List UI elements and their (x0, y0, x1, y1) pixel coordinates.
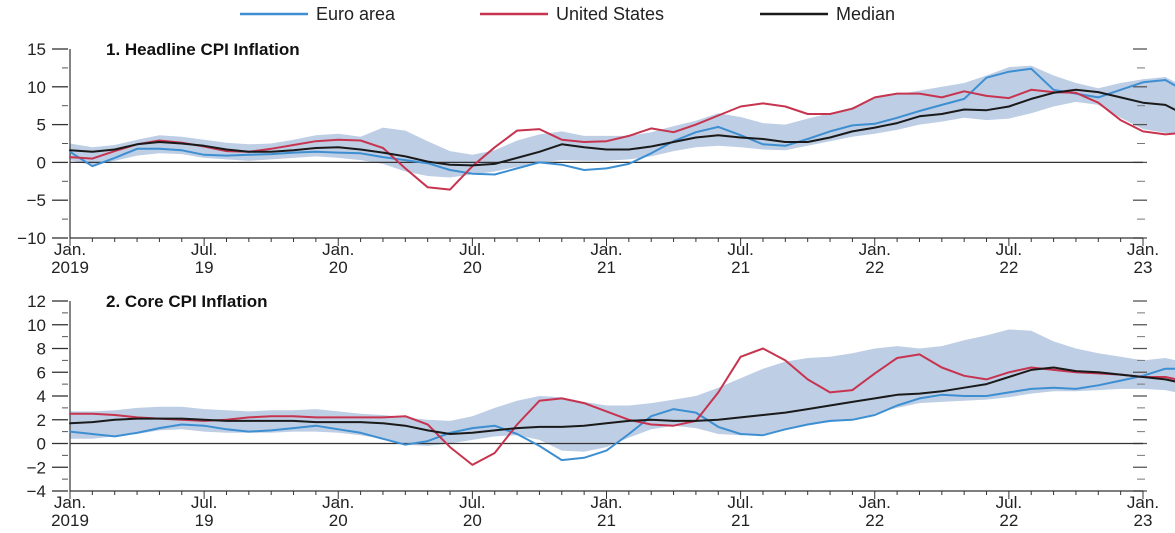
x-tick-label-year: 20 (329, 258, 348, 277)
x-tick-label-month: Jan. (54, 240, 86, 259)
legend: Euro area United States Median (240, 4, 895, 24)
y-tick-label: −5 (27, 191, 46, 210)
x-tick-label-year: 22 (999, 511, 1018, 530)
range-band (70, 65, 1175, 178)
x-tick-label-month: Jul. (996, 240, 1022, 259)
x-tick-label-month: Jan. (322, 240, 354, 259)
legend-label-2: Median (836, 4, 895, 24)
y-tick-label: 0 (37, 153, 46, 172)
panel-title: 2. Core CPI Inflation (106, 292, 268, 311)
x-tick-label-month: Jul. (191, 240, 217, 259)
x-tick-label-year: 19 (195, 258, 214, 277)
range-band (70, 329, 1175, 452)
x-tick-label-year: 2019 (51, 258, 89, 277)
x-tick-label-month: Jan. (54, 493, 86, 512)
x-tick-label-month: Jan. (590, 493, 622, 512)
x-tick-label-month: Jul. (459, 240, 485, 259)
panel-title: 1. Headline CPI Inflation (106, 40, 300, 59)
x-tick-label-year: 23 (1134, 258, 1153, 277)
x-tick-label-month: Jan. (1127, 493, 1159, 512)
x-tick-label-year: 21 (731, 511, 750, 530)
y-tick-label: −2 (27, 458, 46, 477)
y-tick-label: 12 (27, 292, 46, 311)
y-tick-label: 15 (27, 40, 46, 59)
x-tick-label-year: 21 (597, 258, 616, 277)
y-tick-label: 2 (37, 411, 46, 430)
x-tick-label-month: Jan. (322, 493, 354, 512)
x-tick-label-year: 22 (999, 258, 1018, 277)
y-tick-label: 4 (37, 387, 46, 406)
y-tick-label: 5 (37, 116, 46, 135)
y-tick-label: −4 (27, 482, 46, 501)
series-line-united-states (69, 347, 1175, 466)
y-tick-label: 10 (27, 316, 46, 335)
x-tick-label-month: Jul. (727, 493, 753, 512)
x-tick-label-year: 21 (731, 258, 750, 277)
x-tick-label-month: Jan. (859, 493, 891, 512)
series-line-euro-area (69, 67, 1175, 176)
x-tick-label-year: 23 (1134, 511, 1153, 530)
legend-label-0: Euro area (316, 4, 396, 24)
x-tick-label-year: 20 (463, 258, 482, 277)
x-tick-label-year: 21 (597, 511, 616, 530)
series-line-median (69, 366, 1175, 435)
y-tick-label: 0 (37, 435, 46, 454)
x-tick-label-month: Jul. (459, 493, 485, 512)
x-tick-label-month: Jan. (859, 240, 891, 259)
x-tick-label-year: 2019 (51, 511, 89, 530)
x-tick-label-year: 20 (329, 511, 348, 530)
x-tick-label-year: 20 (463, 511, 482, 530)
y-tick-label: 8 (37, 340, 46, 359)
legend-label-1: United States (556, 4, 664, 24)
series-line-median (69, 88, 1175, 167)
x-tick-label-month: Jan. (1127, 240, 1159, 259)
core-cpi-panel: −4−2024681012Jan.2019Jul.19Jan.20Jul.20J… (27, 292, 1175, 530)
series-line-euro-area (69, 367, 1175, 462)
x-tick-label-month: Jul. (191, 493, 217, 512)
x-tick-label-year: 22 (865, 511, 884, 530)
x-tick-label-year: 22 (865, 258, 884, 277)
x-tick-label-month: Jan. (590, 240, 622, 259)
series-line-united-states (69, 88, 1175, 191)
headline-cpi-panel: −10−5051015Jan.2019Jul.19Jan.20Jul.20Jan… (17, 40, 1175, 277)
y-tick-label: −10 (17, 229, 46, 248)
x-tick-label-month: Jul. (727, 240, 753, 259)
y-tick-label: 10 (27, 78, 46, 97)
x-tick-label-month: Jul. (996, 493, 1022, 512)
y-tick-label: 6 (37, 363, 46, 382)
x-tick-label-year: 19 (195, 511, 214, 530)
